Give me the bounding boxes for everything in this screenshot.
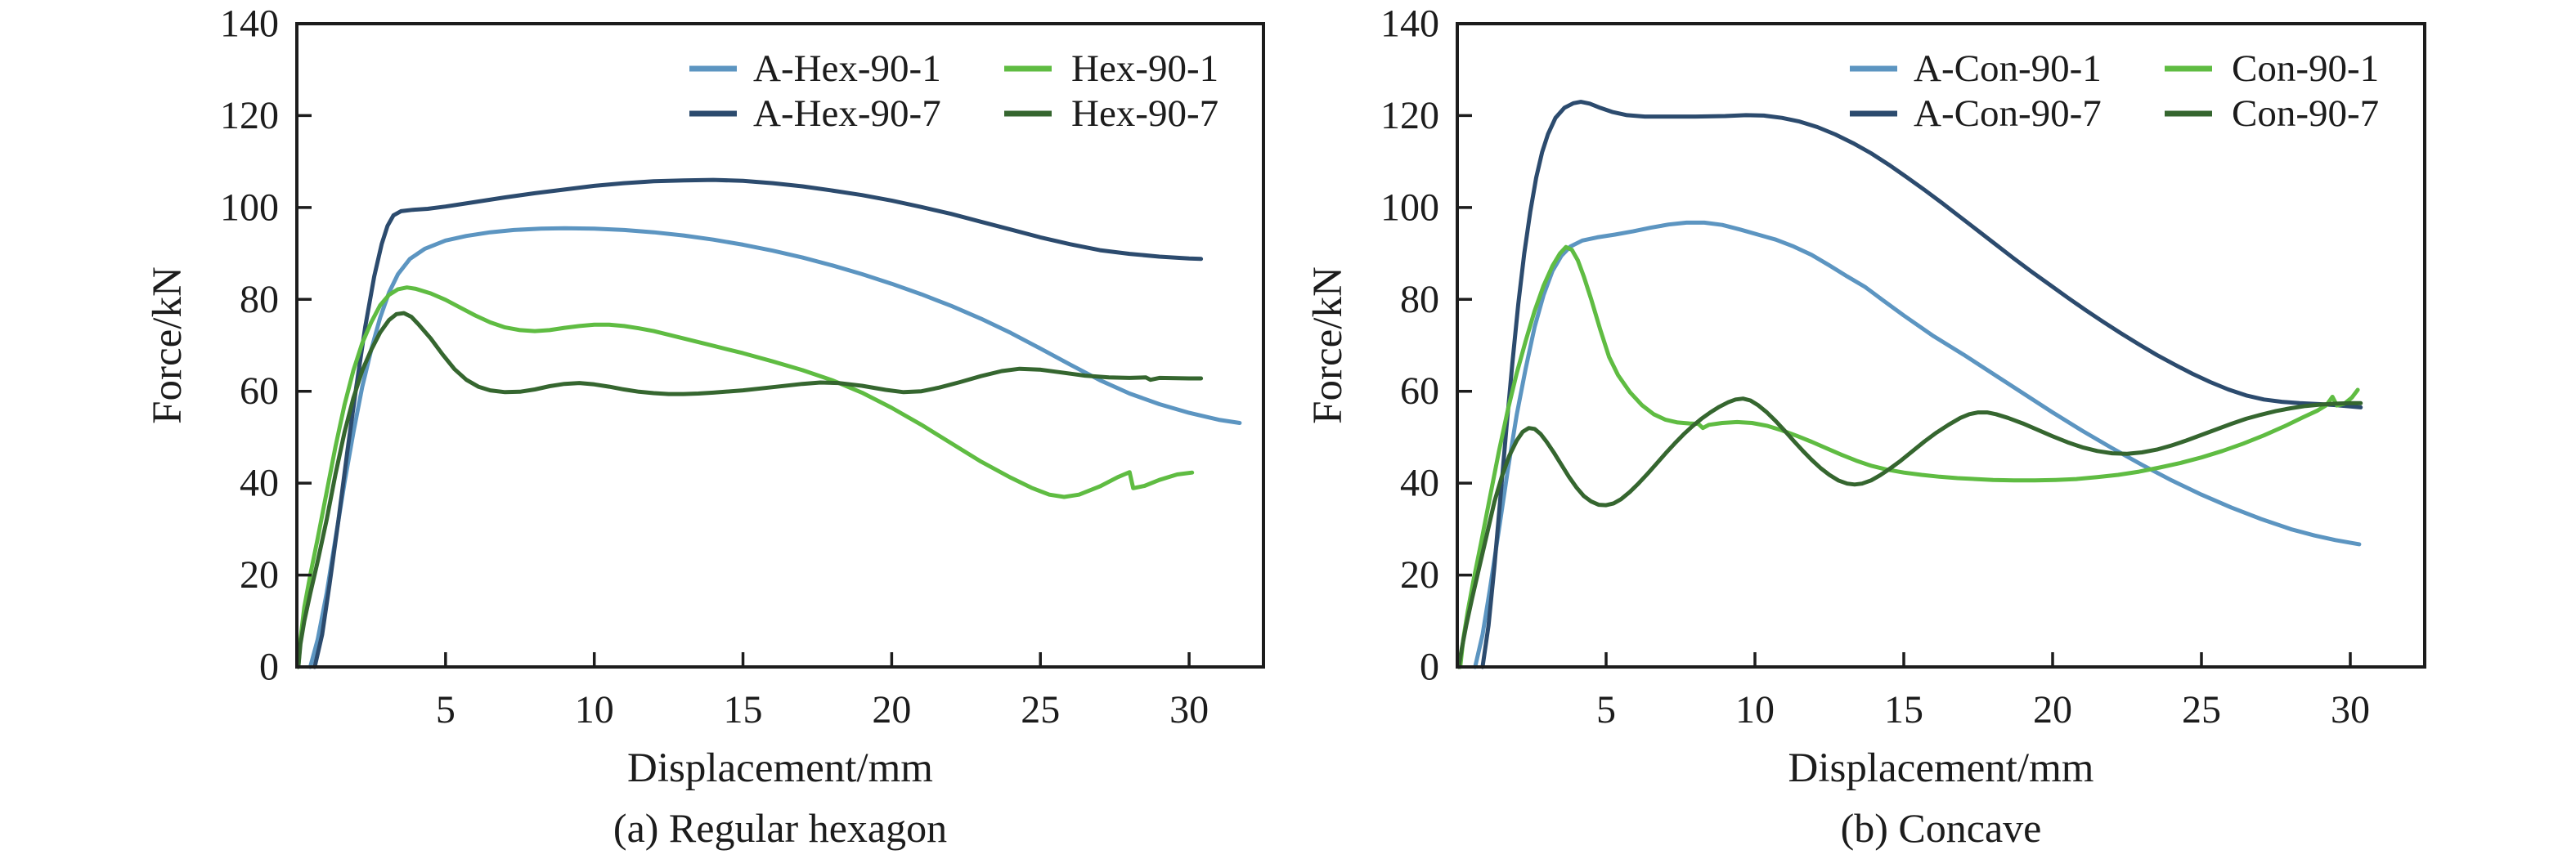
y-axis-title: Force/kN [145, 266, 191, 424]
legend-label-A-Hex-90-7: A-Hex-90-7 [753, 92, 941, 135]
y-tick-label: 20 [1400, 553, 1439, 597]
y-tick-label: 120 [1380, 94, 1439, 137]
subplot-b: 5 10 15 20 25 30 0 20 40 60 80 100 120 140 Displacemen… [1305, 2, 2426, 851]
y-tick-label: 40 [240, 462, 279, 505]
curve-Con-90-1 [1458, 244, 2360, 669]
x-tick-label: 30 [2331, 688, 2370, 731]
x-tick-label: 10 [575, 688, 614, 731]
curve-A-Hex-90-1 [307, 226, 1242, 669]
x-tick-label: 25 [1021, 688, 1060, 731]
y-tick-label: 0 [1420, 646, 1439, 689]
x-tick-label: 15 [724, 688, 763, 731]
curve-A-Con-90-7 [1480, 100, 2363, 669]
curve-Con-90-7 [1456, 396, 2363, 669]
y-tick-label: 120 [220, 94, 279, 137]
plot-frame [295, 22, 1265, 669]
subplot-a: 5 10 15 20 25 30 0 20 40 60 80 100 120 140 Displacemen… [145, 2, 1265, 851]
y-tick-label: 100 [220, 186, 279, 229]
y-tick-label: 140 [220, 2, 279, 46]
x-tick-label: 30 [1169, 688, 1209, 731]
y-tick-label: 0 [259, 646, 279, 689]
plot-frame [1456, 22, 2426, 669]
x-tick-label: 5 [436, 688, 456, 731]
legend-label-Hex-90-7: Hex-90-7 [1071, 92, 1218, 135]
subplot-caption: (b) Concave [1841, 805, 2042, 851]
y-tick-label: 20 [240, 553, 279, 597]
x-tick-label: 15 [1884, 688, 1923, 731]
curve-Hex-90-1 [296, 285, 1195, 669]
y-tick-label: 140 [1380, 2, 1439, 46]
legend-label-Con-90-1: Con-90-1 [2232, 47, 2379, 90]
y-tick-label: 60 [240, 369, 279, 413]
x-tick-label: 10 [1735, 688, 1775, 731]
y-tick-label: 40 [1400, 462, 1439, 505]
x-axis-title: Displacement/mm [627, 745, 933, 791]
y-tick-label: 80 [1400, 278, 1439, 321]
x-tick-label: 20 [2033, 688, 2072, 731]
legend-label-Con-90-7: Con-90-7 [2232, 92, 2379, 135]
curve-A-Hex-90-7 [312, 177, 1204, 669]
x-tick-label: 20 [872, 688, 911, 731]
y-axis-title: Force/kN [1305, 266, 1351, 424]
y-tick-label: 80 [240, 278, 279, 321]
y-tick-label: 100 [1380, 186, 1439, 229]
legend-label-A-Hex-90-1: A-Hex-90-1 [753, 47, 941, 90]
subplot-caption: (a) Regular hexagon [613, 805, 947, 851]
curve-Hex-90-7 [296, 311, 1204, 669]
legend-label-A-Con-90-7: A-Con-90-7 [1914, 92, 2102, 135]
legend-label-A-Con-90-1: A-Con-90-1 [1914, 47, 2102, 90]
legend-label-Hex-90-1: Hex-90-1 [1071, 47, 1218, 90]
x-tick-label: 5 [1596, 688, 1616, 731]
y-tick-label: 60 [1400, 369, 1439, 413]
x-axis-title: Displacement/mm [1788, 745, 2094, 791]
x-tick-label: 25 [2182, 688, 2221, 731]
